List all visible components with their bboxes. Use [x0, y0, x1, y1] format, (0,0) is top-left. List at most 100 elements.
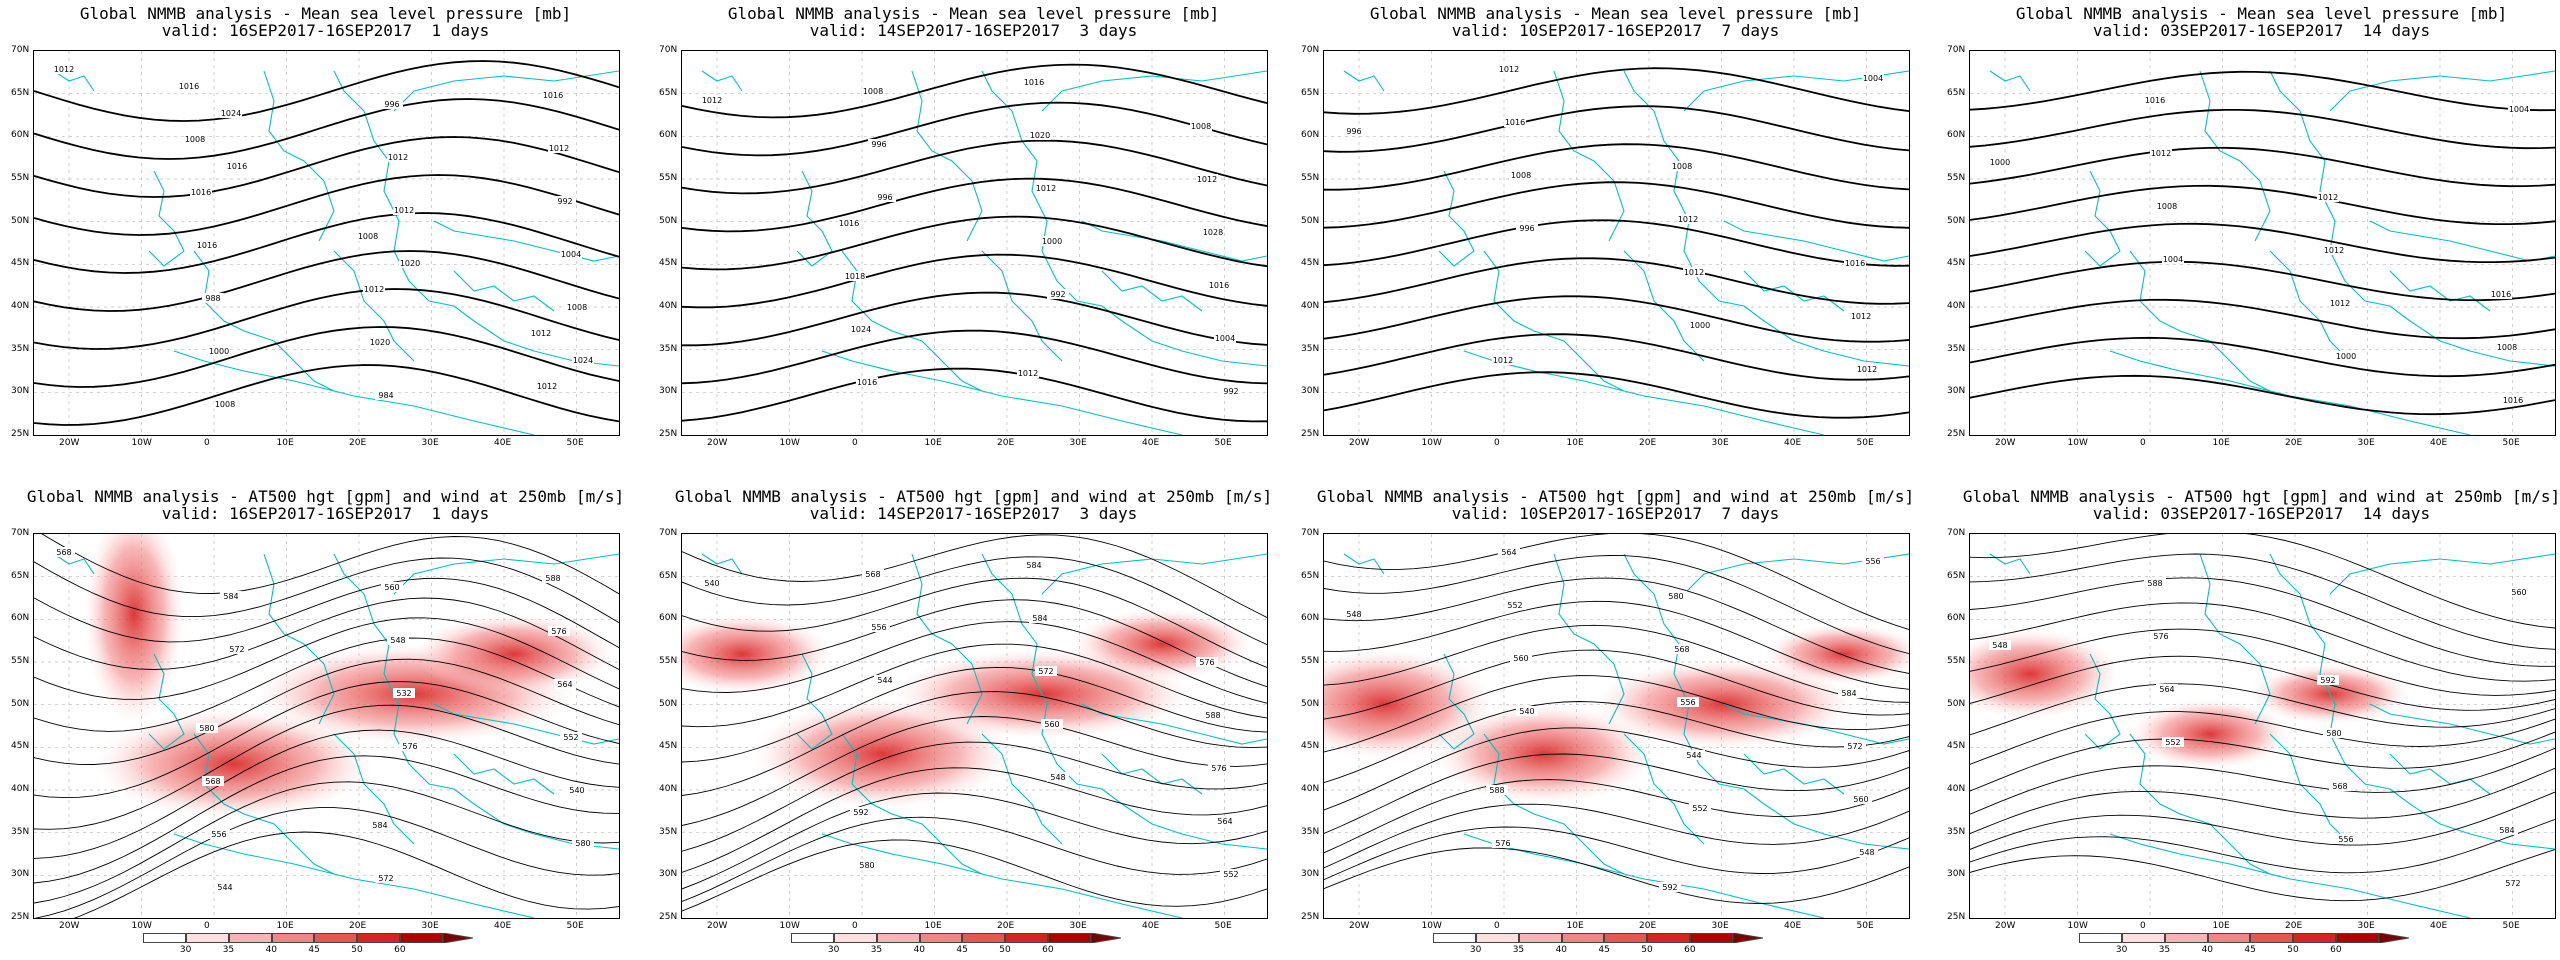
- contour-line: [1970, 374, 2555, 416]
- lon-tick-label: 10W: [131, 438, 152, 448]
- contour-label: 988: [205, 294, 220, 303]
- lat-tick-label: 55N: [1301, 656, 1320, 666]
- contour-label: 576: [402, 742, 417, 751]
- coastline: [1989, 70, 2031, 92]
- contour-label: 1016: [1845, 259, 1865, 268]
- contour-line: [34, 98, 619, 160]
- lat-tick-label: 30N: [659, 386, 678, 397]
- contour-label-bg: [375, 390, 397, 400]
- contour-label-bg: [2317, 675, 2339, 685]
- contour-label: 1012: [702, 96, 722, 105]
- contour-label-bg: [178, 81, 200, 91]
- lon-tick-label: 20E: [2285, 438, 2303, 448]
- coastline: [148, 653, 185, 750]
- contour-line: [34, 597, 619, 670]
- contour-label: 1012: [364, 285, 384, 294]
- contour-line: [1970, 818, 2555, 874]
- lat-tick-label: 55N: [1301, 173, 1320, 183]
- coastline: [821, 833, 1183, 918]
- lon-tick-label: 10E: [1566, 921, 1584, 931]
- contour-line: [1970, 849, 2555, 902]
- contour-line: [1324, 333, 1909, 381]
- contour-label-bg: [1029, 130, 1051, 140]
- lon-tick-label: 40E: [494, 438, 512, 448]
- lon-tick-label: 30E: [1711, 438, 1729, 448]
- contour-label-bg: [399, 741, 421, 751]
- contour-label-bg: [1516, 223, 1538, 233]
- contour-label-bg: [566, 302, 588, 312]
- colorbar-cell: [143, 933, 186, 943]
- lat-tick-label: 65N: [1947, 87, 1966, 98]
- coastline: [2084, 170, 2121, 267]
- contour-label: 532: [396, 689, 411, 698]
- contour-line: [1970, 70, 2555, 112]
- lon-tick-label: 50E: [1856, 438, 1874, 448]
- jet-wind-shading: [414, 614, 614, 694]
- contour-label-bg: [2329, 781, 2351, 791]
- lat-tick-label: 45N: [11, 258, 30, 269]
- lon-tick-label: 50E: [2502, 921, 2520, 931]
- contour-label: 1012: [54, 65, 74, 74]
- contour-line: [1324, 67, 1909, 115]
- contour-label-bg: [850, 324, 872, 334]
- contour-line: [1970, 628, 2555, 696]
- contour-label: 584: [2499, 826, 2514, 835]
- colorbar-tick-label: 35: [2158, 945, 2171, 955]
- contour-label: 1004: [2509, 105, 2529, 114]
- lat-tick-label: 30N: [1301, 386, 1320, 397]
- lon-tick-label: 20W: [59, 921, 80, 931]
- contour-label-bg: [375, 873, 397, 883]
- map-canvas: 548 552 556 560 564 568 572 576 580 584 588 592: [1970, 534, 2555, 918]
- contour-line: [1970, 298, 2555, 340]
- colorbar-tick-label: 50: [999, 945, 1011, 955]
- contour-line: [682, 839, 1267, 912]
- contour-line: [682, 177, 1267, 233]
- colorbar-cell: [2079, 933, 2122, 943]
- jet-wind-shading: [2130, 699, 2290, 769]
- colorbar-cell: [791, 933, 834, 943]
- lat-tick-label: 40N: [1301, 784, 1320, 794]
- contour-label-bg: [1035, 183, 1057, 193]
- lon-tick-label: 20W: [1349, 438, 1370, 448]
- lat-tick-label: 70N: [659, 528, 678, 538]
- contour-line: [34, 577, 619, 648]
- contour-label-bg: [1047, 772, 1069, 782]
- contour-label: 996: [877, 193, 892, 202]
- lat-tick-label: 35N: [1947, 826, 1966, 837]
- lat-tick-label: 30N: [11, 386, 30, 397]
- lat-tick-label: 50N: [1301, 215, 1320, 226]
- contour-label-bg: [220, 108, 242, 118]
- lat-tick-label: 40N: [11, 784, 30, 794]
- coastline: [1101, 753, 1203, 795]
- colorbar-tick-label: 30: [179, 945, 192, 955]
- contour-line: [1324, 779, 1909, 854]
- contour-label-bg: [1510, 170, 1532, 180]
- contour-label-bg: [220, 591, 242, 601]
- contour-label-bg: [1504, 117, 1526, 127]
- map-canvas: 996 996 1000 1004 1008 1012 1012 1016 1012 1012 10…: [1324, 51, 1909, 435]
- contour-label-bg: [393, 205, 415, 215]
- contour-line: [1970, 731, 2555, 792]
- contour-label-bg: [2156, 201, 2178, 211]
- coastline: [2389, 753, 2491, 795]
- contour-label-bg: [1017, 368, 1039, 378]
- contour-line: [34, 136, 619, 198]
- coastline: [1623, 733, 1705, 845]
- colorbar-tick-label: 45: [308, 945, 320, 955]
- lon-tick-label: 10E: [924, 921, 942, 931]
- contour-label: 540: [1519, 707, 1534, 716]
- contour-line: [34, 364, 619, 426]
- contour-line: [1324, 803, 1909, 869]
- colorbar-tick-label: 35: [1512, 945, 1525, 955]
- wind-colorbar: 30 35 40 45 50 60: [2079, 933, 2409, 957]
- lat-tick-label: 35N: [1301, 826, 1320, 837]
- contour-label-bg: [2502, 878, 2524, 888]
- contour-label-bg: [2502, 395, 2524, 405]
- contour-label: 568: [56, 548, 71, 557]
- contour-label: 1024: [573, 356, 593, 365]
- contour-label: 580: [1668, 592, 1683, 601]
- contour-label-bg: [1041, 719, 1063, 729]
- contour-line: [682, 534, 1267, 618]
- contour-label: 552: [1507, 601, 1522, 610]
- contour-line: [1324, 555, 1909, 655]
